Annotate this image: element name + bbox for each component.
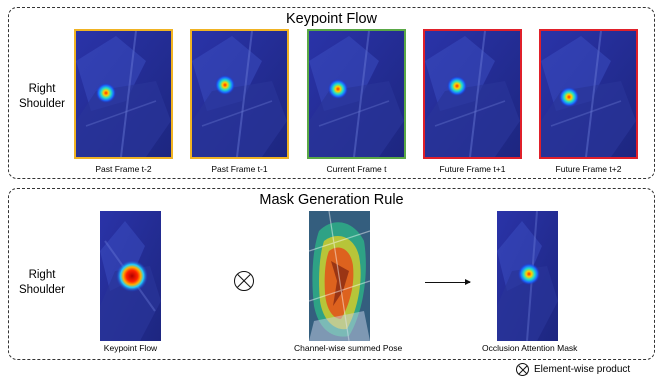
occlusion-attention-mask-image (497, 211, 558, 341)
image-caption: Keypoint Flow (103, 343, 158, 353)
frame-caption: Past Frame t-1 (211, 164, 268, 174)
frame-image (307, 29, 406, 159)
frame-caption: Future Frame t+2 (555, 164, 622, 174)
image-caption: Occlusion Attention Mask (482, 343, 578, 353)
frame-image (539, 29, 638, 159)
row-label: Right Shoulder (14, 82, 70, 112)
keypoint-flow-panel: Keypoint Flow (8, 7, 655, 179)
panel-title: Keypoint Flow (285, 11, 378, 27)
row-label-text: Right Shoulder (18, 83, 66, 110)
mask-generation-panel: Mask Generation Rule (8, 188, 655, 360)
otimes-icon (234, 271, 254, 291)
panel-title: Mask Generation Rule (259, 192, 404, 208)
image-caption: Channel-wise summed Pose (294, 343, 403, 353)
frame-caption: Future Frame t+1 (439, 164, 506, 174)
frame-image (190, 29, 289, 159)
keypoint-flow-image (100, 211, 161, 341)
frame-image (74, 29, 173, 159)
arrow-right-icon (425, 278, 471, 286)
row-label-text: Right Shoulder (18, 269, 66, 296)
otimes-icon (516, 363, 529, 376)
legend-label: Element-wise product (534, 364, 631, 375)
row-label: Right Shoulder (14, 268, 70, 298)
channel-wise-summed-pose-image (309, 211, 370, 341)
frame-caption: Current Frame t (326, 164, 387, 174)
frame-image (423, 29, 522, 159)
frame-caption: Past Frame t-2 (95, 164, 152, 174)
